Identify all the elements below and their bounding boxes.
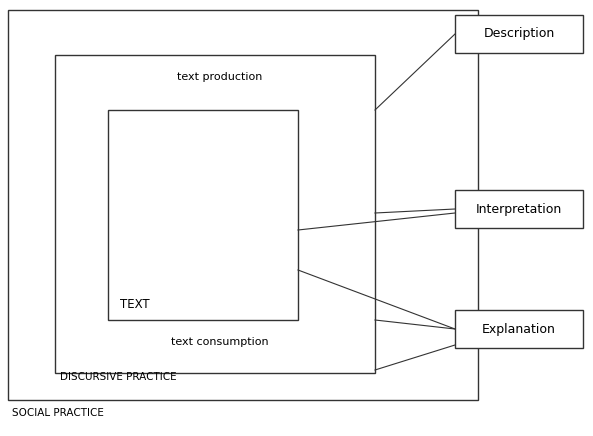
Text: Interpretation: Interpretation (476, 202, 562, 215)
Text: Description: Description (483, 27, 554, 41)
Text: text production: text production (177, 72, 263, 82)
Text: text consumption: text consumption (171, 337, 269, 347)
Bar (455, 15, 583, 53)
Bar (108, 110, 298, 320)
Text: Explanation: Explanation (482, 323, 556, 335)
Bar (455, 190, 583, 228)
Text: SOCIAL PRACTICE: SOCIAL PRACTICE (12, 408, 104, 418)
Bar (8, 10, 478, 400)
Text: TEXT: TEXT (120, 298, 149, 311)
Text: DISCURSIVE PRACTICE: DISCURSIVE PRACTICE (60, 372, 177, 382)
Bar (455, 310, 583, 348)
Bar (55, 55, 375, 373)
